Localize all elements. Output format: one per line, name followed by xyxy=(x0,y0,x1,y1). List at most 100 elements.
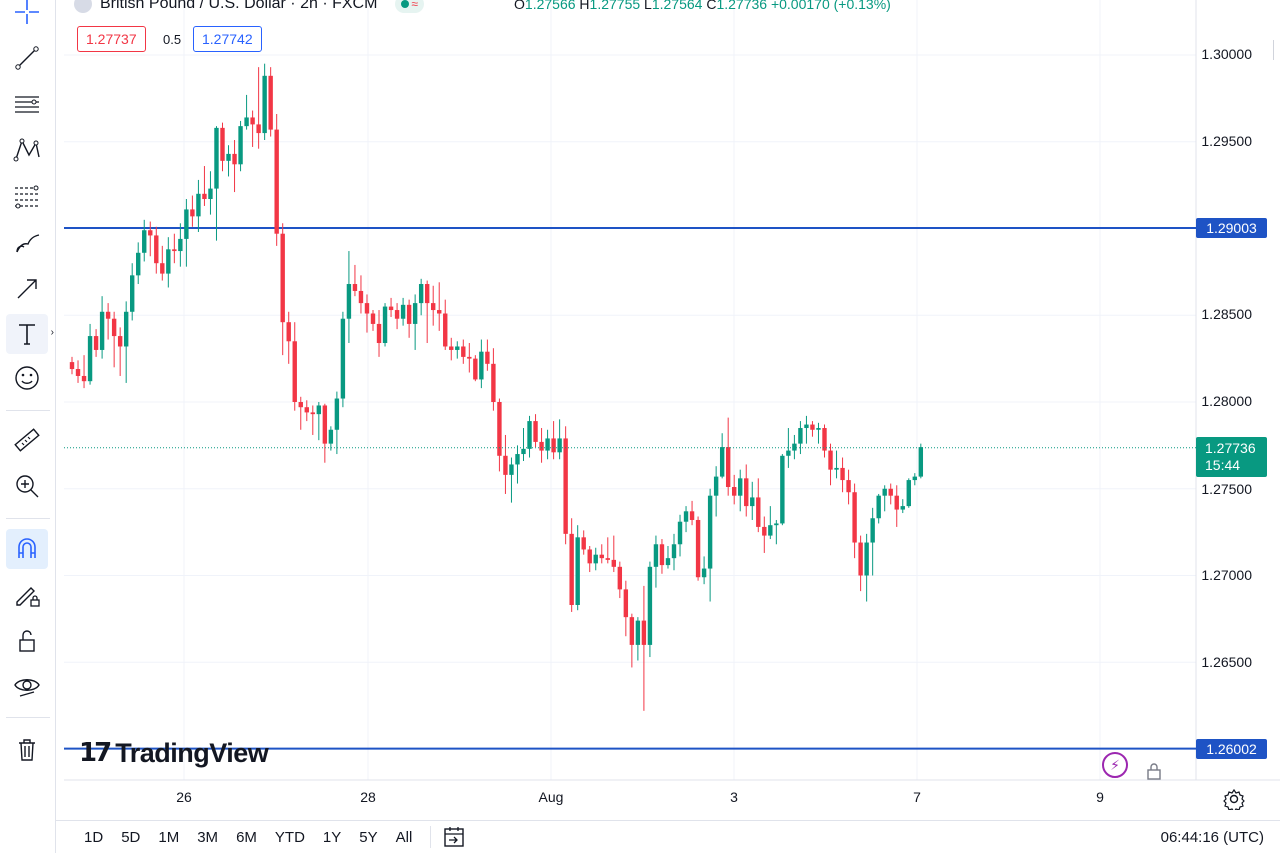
brush-tool[interactable] xyxy=(6,222,48,262)
trend-line-tool[interactable] xyxy=(6,38,48,78)
candle-body xyxy=(322,405,328,444)
candle-body xyxy=(912,476,917,481)
time-label: Aug xyxy=(538,789,564,805)
trash-icon xyxy=(19,739,35,761)
time-label: 7 xyxy=(913,789,921,805)
price-label: 1.28500 xyxy=(1201,306,1252,322)
text-tool[interactable]: › xyxy=(6,314,54,354)
brush-icon xyxy=(16,234,40,253)
candle-body xyxy=(599,554,604,559)
hline-price-tag[interactable]: 1.29003 xyxy=(1196,218,1267,238)
candle-body xyxy=(292,341,297,402)
market-status[interactable]: ≈ xyxy=(395,0,425,13)
horizontal-lines-tool[interactable] xyxy=(6,84,48,124)
range-5y[interactable]: 5Y xyxy=(359,828,378,846)
candle-body xyxy=(786,450,791,456)
ruler-tool[interactable] xyxy=(6,420,48,460)
range-3m[interactable]: 3M xyxy=(197,828,219,846)
candle-body xyxy=(653,544,659,567)
candle-body xyxy=(178,238,183,252)
tradingview-logo[interactable]: 17 TradingView xyxy=(79,737,269,769)
candle-body xyxy=(406,304,412,324)
range-6m[interactable]: 6M xyxy=(236,828,257,846)
candle-body xyxy=(87,336,93,382)
buy-price-button[interactable]: 1.27742 xyxy=(193,26,262,52)
zoom-in-icon xyxy=(16,475,39,498)
candle-body xyxy=(762,526,767,536)
crosshair-tool[interactable] xyxy=(6,0,48,32)
sell-price-button[interactable]: 1.27737 xyxy=(77,26,146,52)
candle-body xyxy=(521,448,526,455)
arrow-tool[interactable] xyxy=(6,268,48,308)
candle-body xyxy=(605,558,610,560)
candle-body xyxy=(695,519,701,578)
candle-body xyxy=(431,303,436,311)
candle-body xyxy=(136,252,141,276)
range-5d[interactable]: 5D xyxy=(121,828,141,846)
candle-body xyxy=(906,480,911,507)
lightning-icon[interactable]: ⚡ xyxy=(1102,752,1128,778)
drawing-toolbar: › xyxy=(0,0,56,853)
range-ytd[interactable]: YTD xyxy=(274,828,305,846)
candle-body xyxy=(117,336,123,347)
candle-body xyxy=(424,284,430,304)
candle-body xyxy=(732,487,737,496)
fib-icon xyxy=(15,185,39,209)
candle-body xyxy=(750,497,755,507)
time-label: 28 xyxy=(360,789,376,805)
range-1m[interactable]: 1M xyxy=(158,828,180,846)
lock-all-tool[interactable] xyxy=(6,621,48,661)
candle-body xyxy=(491,363,496,402)
candle-body xyxy=(816,428,821,430)
candle-body xyxy=(184,209,189,239)
candle-body xyxy=(593,554,598,564)
horizontal-lines-icon xyxy=(15,96,39,113)
range-1d[interactable]: 1D xyxy=(84,828,104,846)
candle-body xyxy=(388,306,394,311)
range-1y[interactable]: 1Y xyxy=(322,828,342,846)
magnet-tool[interactable] xyxy=(6,529,48,569)
candle-body xyxy=(665,558,671,566)
hline-price-tag[interactable]: 1.26002 xyxy=(1196,739,1267,759)
lock-drawings-tool[interactable] xyxy=(6,575,48,615)
utc-clock[interactable]: 06:44:16 (UTC) xyxy=(1160,828,1264,846)
fib-tool[interactable] xyxy=(6,176,48,216)
crosshair-icon xyxy=(15,0,39,24)
candle-body xyxy=(768,525,773,536)
emoji-tool[interactable] xyxy=(6,358,48,398)
candle-body xyxy=(190,209,195,217)
calendar-goto-icon[interactable] xyxy=(443,826,467,848)
candle-body xyxy=(244,117,249,127)
candle-body xyxy=(677,521,683,545)
remove-drawings-tool[interactable] xyxy=(6,729,48,769)
symbol-legend[interactable]: British Pound / U.S. Dollar · 2h · FXCM … xyxy=(74,0,891,15)
emoji-icon xyxy=(15,366,39,390)
candle-body xyxy=(629,617,635,645)
candle-body xyxy=(328,429,334,444)
settings-icon[interactable] xyxy=(1223,788,1245,810)
candle-body xyxy=(557,438,562,453)
candle-body xyxy=(738,478,743,496)
candle-body xyxy=(111,318,117,337)
candle-body xyxy=(539,441,544,451)
logo-mark: 17 xyxy=(79,738,112,768)
candle-body xyxy=(437,310,442,314)
magnet-icon xyxy=(18,538,36,558)
open-key: O xyxy=(514,0,525,12)
hide-drawings-tool[interactable] xyxy=(6,665,48,705)
candle-body xyxy=(69,362,75,370)
last-price-tag: 1.27736 15:44 xyxy=(1196,437,1267,477)
candle-body xyxy=(148,230,153,236)
candle-body xyxy=(364,303,370,314)
range-all[interactable]: All xyxy=(395,828,413,846)
candle-body xyxy=(707,495,713,569)
candle-body xyxy=(232,153,237,165)
lock-icon[interactable] xyxy=(1146,762,1162,780)
pattern-tool[interactable] xyxy=(6,130,48,170)
zoom-tool[interactable] xyxy=(6,466,48,506)
candle-body xyxy=(130,275,135,312)
candle-body xyxy=(798,428,803,444)
chevron-right-icon: › xyxy=(50,327,54,338)
candle-body xyxy=(701,568,707,578)
